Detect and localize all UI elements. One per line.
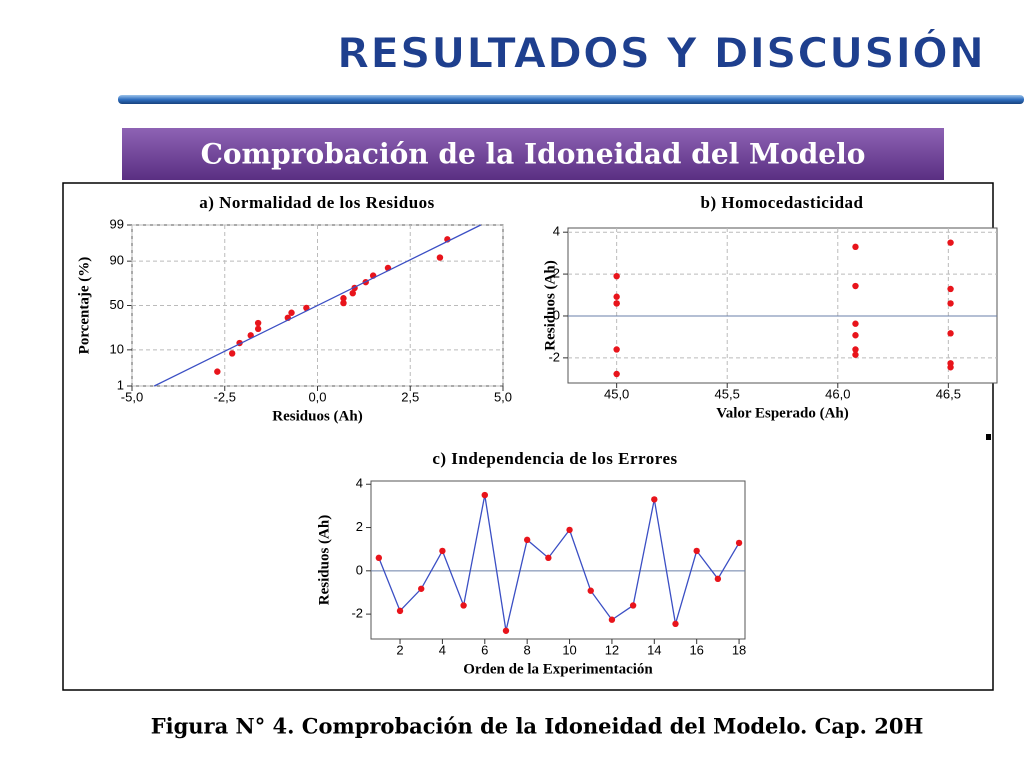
point	[523, 536, 531, 544]
point	[460, 602, 467, 609]
point	[254, 319, 262, 327]
point	[947, 330, 954, 337]
x-tick-label: 45,0	[604, 386, 629, 401]
x-tick-label: 6	[481, 642, 488, 657]
y-tick-label: 99	[110, 216, 124, 231]
point	[502, 627, 510, 634]
series-line	[378, 494, 740, 631]
y-tick-label: 4	[553, 224, 560, 239]
chart-title: b) Homocedasticidad	[701, 193, 864, 212]
point	[852, 332, 859, 339]
x-tick-label: 46,5	[936, 386, 961, 401]
point	[375, 554, 383, 562]
point	[214, 368, 221, 375]
point	[566, 526, 573, 534]
banner-text: Comprobación de la Idoneidad del Modelo	[201, 138, 866, 171]
x-tick-label: 14	[647, 642, 661, 657]
point	[396, 607, 404, 615]
point	[852, 243, 859, 251]
point	[672, 620, 679, 628]
plot-area	[567, 227, 998, 384]
y-tick-label: 2	[356, 519, 363, 534]
y-tick-label: 2	[553, 266, 560, 281]
y-axis-label: Residuos (Ah)	[542, 260, 558, 350]
point	[947, 285, 954, 293]
point	[947, 239, 954, 246]
y-tick-label: 0	[356, 562, 363, 577]
x-tick-label: 10	[562, 642, 576, 657]
point	[545, 554, 552, 562]
point	[436, 254, 444, 261]
x-tick-label: 5,0	[494, 389, 512, 404]
point	[852, 351, 859, 358]
x-tick-label: 2	[396, 642, 403, 657]
x-tick-label: 46,0	[825, 386, 850, 401]
point	[613, 272, 620, 280]
x-tick-label: 2,5	[401, 389, 419, 404]
point	[651, 496, 658, 503]
point	[587, 587, 594, 594]
chart-title: c) Independencia de los Errores	[432, 449, 677, 468]
x-tick-label: -5,0	[121, 389, 143, 404]
caption: Figura N° 4. Comprobación de la Idoneida…	[151, 714, 924, 739]
point	[852, 346, 859, 353]
point	[418, 585, 425, 592]
x-axis-label: Orden de la Experimentación	[463, 661, 653, 677]
x-tick-label: 4	[439, 642, 446, 657]
point	[735, 539, 743, 547]
point	[947, 300, 954, 307]
title-bar	[118, 95, 1024, 104]
point	[629, 602, 637, 609]
point	[613, 300, 620, 307]
x-tick-label: 45,5	[715, 386, 740, 401]
y-tick-label: 90	[110, 253, 124, 268]
point	[613, 346, 620, 353]
point	[340, 295, 347, 302]
slide-title: RESULTADOS Y DISCUSIÓN	[337, 28, 985, 78]
point	[608, 616, 616, 623]
y-tick-label: 50	[110, 297, 124, 312]
point	[481, 491, 488, 499]
point	[349, 289, 356, 297]
banner	[122, 128, 944, 180]
y-tick-label: -2	[548, 349, 560, 364]
y-axis-label: Residuos (Ah)	[316, 515, 332, 605]
y-tick-label: -2	[351, 606, 363, 621]
x-tick-label: -2,5	[214, 389, 236, 404]
dot	[986, 434, 991, 440]
x-tick-label: 16	[689, 642, 703, 657]
y-axis-label: Porcentaje (%)	[76, 257, 92, 355]
series-line	[153, 224, 482, 387]
x-tick-label: 18	[732, 642, 746, 657]
point	[852, 320, 859, 327]
y-tick-label: 1	[117, 377, 124, 392]
point	[439, 547, 446, 555]
point	[613, 370, 620, 378]
chart-title: a) Normalidad de los Residuos	[199, 193, 435, 212]
point	[288, 309, 295, 316]
point	[947, 364, 954, 371]
x-tick-label: 0,0	[308, 389, 326, 404]
point	[228, 350, 236, 357]
x-axis-label: Residuos (Ah)	[272, 408, 362, 424]
x-axis-label: Valor Esperado (Ah)	[716, 405, 849, 421]
point	[613, 293, 620, 300]
plot-area	[370, 480, 746, 640]
point	[714, 575, 722, 583]
x-tick-label: 12	[605, 642, 619, 657]
y-tick-label: 10	[110, 341, 124, 356]
point	[340, 299, 347, 307]
point	[693, 547, 700, 555]
point	[852, 282, 859, 290]
y-tick-label: 4	[356, 476, 363, 491]
x-tick-label: 8	[524, 642, 531, 657]
point	[254, 325, 262, 333]
y-tick-label: 0	[553, 307, 560, 322]
